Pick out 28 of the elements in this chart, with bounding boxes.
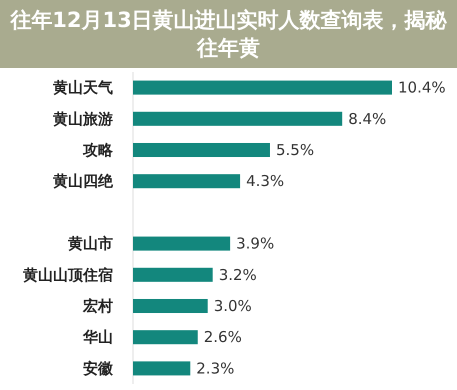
y-tick-label: 宏村	[82, 297, 113, 315]
y-tick-label: 华山	[82, 328, 113, 346]
bar	[133, 298, 208, 314]
chart-title: 往年12月13日黄山进山实时人数查询表，揭秘往年黄	[0, 0, 457, 68]
bar	[133, 80, 392, 95]
data-label: 3.2%	[218, 266, 257, 284]
y-tick-label: 黄山市	[67, 234, 113, 253]
bar	[133, 330, 198, 344]
y-tick-label: 黄山天气	[52, 78, 113, 97]
data-label: 3.9%	[236, 234, 274, 253]
y-tick-label: 安徽	[83, 359, 114, 378]
data-label: 2.6%	[204, 328, 242, 346]
bar	[133, 112, 342, 126]
bar	[133, 174, 240, 188]
data-label: 4.3%	[246, 172, 284, 190]
y-tick-label: 攻略	[82, 141, 114, 159]
data-label: 2.3%	[196, 359, 234, 378]
y-tick-label: 黄山四绝	[52, 172, 114, 190]
data-label: 8.4%	[348, 110, 386, 128]
data-label: 10.4%	[398, 78, 446, 97]
bar	[133, 268, 213, 282]
data-label: 5.5%	[276, 141, 314, 159]
data-label: 3.0%	[214, 297, 252, 315]
bar	[133, 361, 190, 376]
y-tick-label: 黄山旅游	[52, 110, 113, 128]
bar	[133, 236, 230, 251]
y-tick-label: 黄山山顶住宿	[22, 266, 113, 284]
bar	[133, 142, 270, 158]
